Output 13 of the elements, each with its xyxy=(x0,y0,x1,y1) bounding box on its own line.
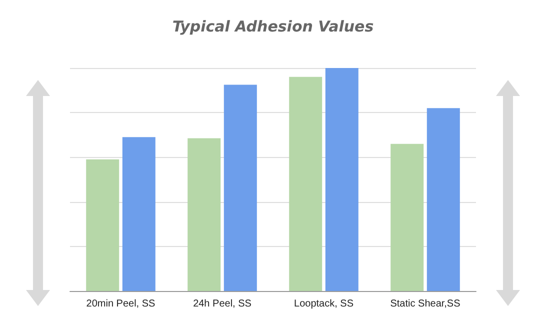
x-tick-label: Looptack, SS xyxy=(294,298,354,310)
bar xyxy=(289,76,322,291)
bar xyxy=(188,138,221,291)
x-tick-label: 20min Peel, SS xyxy=(86,298,156,310)
bar xyxy=(390,144,424,291)
x-tick-label: 24h Peel, SS xyxy=(193,298,252,310)
bar xyxy=(224,84,257,291)
x-tick-label: Static Shear,SS xyxy=(390,298,461,310)
chart-title: Typical Adhesion Values xyxy=(172,18,374,36)
bar xyxy=(122,137,156,291)
bar xyxy=(325,68,358,291)
bar xyxy=(426,108,460,291)
bar xyxy=(86,159,120,291)
